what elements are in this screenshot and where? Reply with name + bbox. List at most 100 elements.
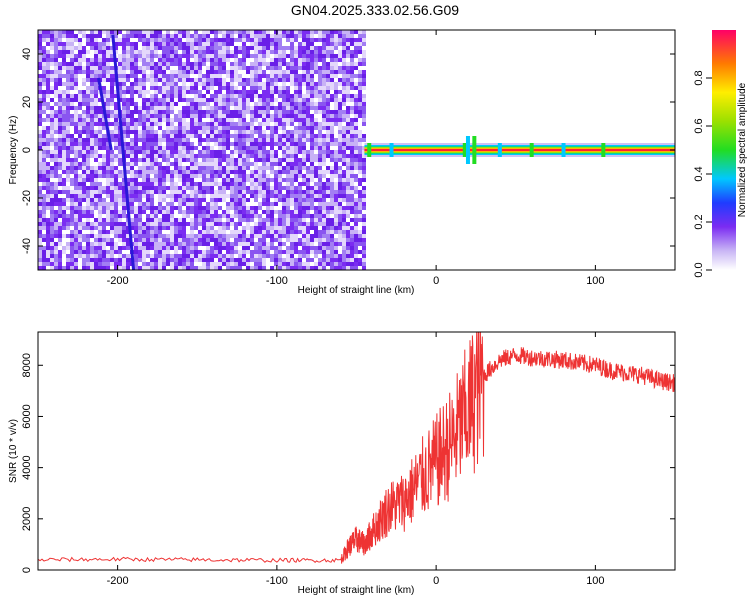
spectrogram-noise-cell <box>126 126 130 130</box>
spectrogram-noise-cell <box>198 62 202 66</box>
spectrogram-noise-cell <box>234 90 238 94</box>
spectrogram-noise-cell <box>362 266 366 270</box>
spectrogram-noise-cell <box>298 90 302 94</box>
spectrogram-noise-cell <box>274 246 278 250</box>
spectrogram-noise-cell <box>110 58 114 62</box>
spectrogram-noise-cell <box>338 54 342 58</box>
spectrogram-noise-cell <box>42 170 46 174</box>
spectrogram-noise-cell <box>82 190 86 194</box>
spectrogram-noise-cell <box>334 86 338 90</box>
spectrogram-noise-cell <box>290 78 294 82</box>
spectrogram-noise-cell <box>258 34 262 38</box>
spectrogram-noise-cell <box>142 174 146 178</box>
spectrogram-noise-cell <box>54 126 58 130</box>
spectrogram-noise-cell <box>294 86 298 90</box>
spectrogram-noise-cell <box>346 210 350 214</box>
spectrogram-noise-cell <box>58 210 62 214</box>
spectrogram-noise-cell <box>258 242 262 246</box>
spectrogram-noise-cell <box>234 230 238 234</box>
spectrogram-noise-cell <box>74 138 78 142</box>
spectrogram-noise-cell <box>294 226 298 230</box>
spectrogram-noise-cell <box>166 126 170 130</box>
spectrogram-noise-cell <box>50 254 54 258</box>
spectrogram-noise-cell <box>326 94 330 98</box>
spectrogram-noise-cell <box>310 178 314 182</box>
spectrogram-noise-cell <box>326 66 330 70</box>
spectrogram-noise-cell <box>138 250 142 254</box>
spectrogram-noise-cell <box>74 186 78 190</box>
spectrogram-noise-cell <box>186 30 190 34</box>
spectrogram-noise-cell <box>66 190 70 194</box>
spectrogram-noise-cell <box>86 226 90 230</box>
spectrogram-noise-cell <box>122 198 126 202</box>
spectrogram-noise-cell <box>142 118 146 122</box>
spectrogram-noise-cell <box>42 262 46 266</box>
spectrogram-noise-cell <box>302 250 306 254</box>
spectrogram-noise-cell <box>154 230 158 234</box>
spectrogram-noise-cell <box>110 254 114 258</box>
spectrogram-noise-cell <box>146 234 150 238</box>
spectrogram-noise-cell <box>206 202 210 206</box>
spectrogram-noise-cell <box>58 190 62 194</box>
spectrogram-noise-cell <box>186 246 190 250</box>
spectrogram-noise-cell <box>74 222 78 226</box>
spectrogram-noise-cell <box>222 106 226 110</box>
spectrogram-x-tick-label: 0 <box>433 275 439 287</box>
spectrogram-noise-cell <box>66 126 70 130</box>
spectrogram-noise-cell <box>162 218 166 222</box>
spectrogram-noise-cell <box>350 230 354 234</box>
spectrogram-noise-cell <box>290 190 294 194</box>
spectrogram-noise-cell <box>174 130 178 134</box>
spectrogram-noise-cell <box>114 146 118 150</box>
spectrogram-noise-cell <box>170 38 174 42</box>
spectrogram-noise-cell <box>326 150 330 154</box>
spectrogram-noise-cell <box>282 154 286 158</box>
spectrogram-noise-cell <box>162 70 166 74</box>
spectrogram-noise-cell <box>154 162 158 166</box>
spectrogram-noise-cell <box>226 154 230 158</box>
spectrogram-noise-cell <box>66 66 70 70</box>
spectrogram-noise-cell <box>138 246 142 250</box>
spectrogram-noise-cell <box>218 182 222 186</box>
spectrogram-noise-cell <box>306 54 310 58</box>
spectrogram-noise-cell <box>90 82 94 86</box>
spectrogram-noise-cell <box>142 102 146 106</box>
spectrogram-noise-cell <box>190 186 194 190</box>
spectrogram-noise-cell <box>146 250 150 254</box>
spectrogram-noise-cell <box>194 218 198 222</box>
spectrogram-noise-cell <box>38 210 42 214</box>
spectrogram-noise-cell <box>170 178 174 182</box>
spectrogram-noise-cell <box>326 126 330 130</box>
spectrogram-noise-cell <box>58 126 62 130</box>
spectrogram-noise-cell <box>126 102 130 106</box>
spectrogram-noise-cell <box>38 74 42 78</box>
spectrogram-noise-cell <box>278 222 282 226</box>
spectrogram-noise-cell <box>74 78 78 82</box>
spectrogram-noise-cell <box>342 54 346 58</box>
spectrogram-noise-cell <box>282 202 286 206</box>
spectrogram-noise-cell <box>42 222 46 226</box>
spectrogram-noise-cell <box>158 178 162 182</box>
spectrogram-noise-cell <box>254 262 258 266</box>
spectrogram-noise-cell <box>226 210 230 214</box>
spectrogram-noise-cell <box>254 158 258 162</box>
spectrogram-noise-cell <box>278 170 282 174</box>
spectrogram-noise-cell <box>230 190 234 194</box>
spectrogram-noise-cell <box>78 142 82 146</box>
spectrogram-noise-cell <box>338 98 342 102</box>
spectrogram-noise-cell <box>358 90 362 94</box>
spectrogram-noise-cell <box>50 170 54 174</box>
spectrogram-noise-cell <box>86 74 90 78</box>
spectrogram-noise-cell <box>290 222 294 226</box>
spectrogram-noise-cell <box>46 58 50 62</box>
spectrogram-noise-cell <box>290 30 294 34</box>
spectrogram-noise-cell <box>326 262 330 266</box>
spectrogram-noise-cell <box>338 266 342 270</box>
spectrogram-noise-cell <box>94 66 98 70</box>
spectrogram-noise-cell <box>238 178 242 182</box>
spectrogram-noise-cell <box>166 254 170 258</box>
spectrogram-noise-cell <box>58 134 62 138</box>
spectrogram-noise-cell <box>226 238 230 242</box>
spectrogram-noise-cell <box>118 262 122 266</box>
spectrogram-noise-cell <box>118 250 122 254</box>
